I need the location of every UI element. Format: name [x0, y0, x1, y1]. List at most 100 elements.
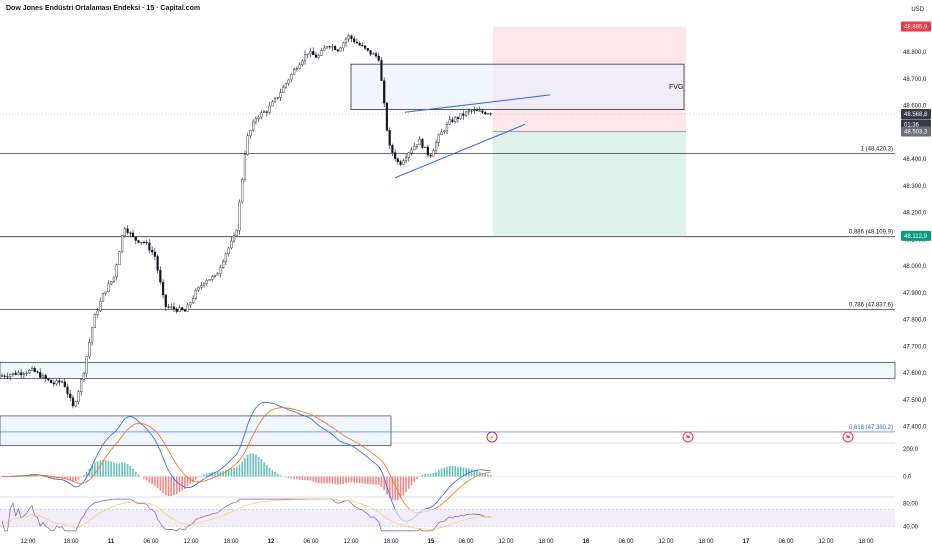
candle-body: [241, 179, 243, 202]
macd-histogram-bar: [312, 477, 314, 482]
macd-histogram-bar: [452, 466, 454, 476]
candle-body: [189, 303, 191, 305]
price-axis-tick: 48.700,0: [903, 77, 927, 83]
candle-body: [479, 111, 481, 112]
price-axis-tick: 48.800,0: [903, 50, 927, 56]
candle-body: [378, 56, 380, 60]
chart-title: Dow Jones Endüstri Ortalaması Endeksi · …: [6, 5, 200, 12]
candle-body: [331, 46, 333, 47]
flag-icon[interactable]: ⚑: [843, 432, 853, 442]
candle-body: [159, 270, 161, 282]
macd-histogram-bar: [181, 477, 183, 491]
macd-histogram-bar: [342, 477, 344, 484]
candle-body: [484, 112, 486, 114]
candle-body: [48, 379, 50, 381]
candle-body: [168, 307, 170, 308]
macd-histogram-bar: [302, 477, 304, 480]
candle-body: [154, 252, 156, 256]
candle-body: [476, 110, 478, 111]
candle-body: [31, 368, 33, 370]
time-axis-tick: 12: [268, 539, 275, 545]
macd-histogram-bar: [241, 462, 243, 477]
macd-histogram-bar: [487, 475, 489, 477]
macd-histogram-bar: [280, 475, 282, 476]
candle-body: [432, 151, 434, 157]
candle-body: [315, 55, 317, 58]
macd-histogram-bar: [116, 463, 118, 476]
candle-body: [192, 298, 194, 302]
macd-histogram-bar: [378, 477, 380, 485]
macd-histogram-bar: [329, 477, 331, 484]
candle-body: [69, 394, 71, 398]
time-axis-tick: 06:00: [778, 539, 794, 545]
candle-body: [151, 250, 153, 252]
macd-histogram-bar: [250, 454, 252, 477]
macd-histogram-bar: [151, 477, 153, 485]
take-profit-zone: [493, 131, 686, 235]
time-axis-tick: 18:00: [858, 539, 874, 545]
macd-histogram-bar: [135, 472, 137, 477]
candle-body: [413, 146, 415, 150]
flag-icon[interactable]: ⚑: [683, 432, 693, 442]
candle-body: [263, 112, 265, 113]
candle-body: [277, 97, 279, 98]
candle-body: [143, 242, 145, 243]
candle-body: [296, 69, 298, 70]
candle-body: [323, 48, 325, 50]
macd-histogram-bar: [427, 474, 429, 477]
macd-histogram-bar: [408, 477, 410, 489]
candle-body: [321, 50, 323, 55]
candle-body: [113, 277, 115, 281]
macd-histogram-bar: [323, 477, 325, 484]
candle-body: [462, 114, 464, 116]
candle-body: [80, 380, 82, 392]
candle-body: [211, 277, 213, 280]
fvg-label: FVG: [669, 84, 683, 91]
candle-body: [45, 375, 47, 378]
candle-body: [140, 242, 142, 243]
candle-body: [304, 54, 306, 60]
currency-label: USD: [911, 7, 924, 13]
price-badge: 48.895,9: [901, 21, 931, 31]
macd-histogram-bar: [124, 463, 126, 477]
macd-histogram-bar: [113, 463, 115, 477]
lightning-icon[interactable]: ⚡: [487, 432, 497, 442]
price-axis-tick: 48.300,0: [903, 184, 927, 190]
time-axis-tick: 12:00: [343, 539, 359, 545]
candle-body: [228, 248, 230, 254]
macd-axis-tick: 200,0: [903, 447, 919, 453]
macd-histogram-bar: [34, 476, 36, 477]
macd-histogram-bar: [416, 477, 418, 479]
candle-body: [203, 284, 205, 286]
candle-body: [121, 236, 123, 252]
candle-body: [482, 111, 484, 113]
macd-histogram-bar: [285, 477, 287, 478]
macd-histogram-bar: [375, 477, 377, 485]
candle-body: [438, 135, 440, 143]
candle-body: [356, 42, 358, 43]
candle-body: [91, 328, 93, 342]
candle-body: [487, 114, 489, 115]
candle-body: [110, 281, 112, 284]
candle-body: [353, 39, 355, 42]
fib-level-label: 0,886 (48.109,9): [849, 230, 893, 236]
candle-body: [471, 111, 473, 112]
macd-histogram-bar: [321, 477, 323, 484]
candle-body: [127, 229, 129, 233]
price-badge: 48.112,9: [901, 231, 931, 241]
macd-histogram-bar: [435, 472, 437, 477]
macd-histogram-bar: [75, 477, 77, 482]
macd-histogram-bar: [252, 454, 254, 477]
candle-body: [402, 161, 404, 165]
macd-histogram-bar: [307, 477, 309, 481]
macd-histogram-bar: [80, 477, 82, 478]
rsi-band: [0, 509, 895, 526]
candle-body: [422, 139, 424, 147]
macd-histogram-bar: [231, 468, 233, 476]
candle-body: [157, 256, 159, 270]
rsi-pane: [0, 499, 895, 531]
price-badge-text: 48.895,9: [904, 25, 928, 31]
macd-histogram-bar: [203, 474, 205, 476]
